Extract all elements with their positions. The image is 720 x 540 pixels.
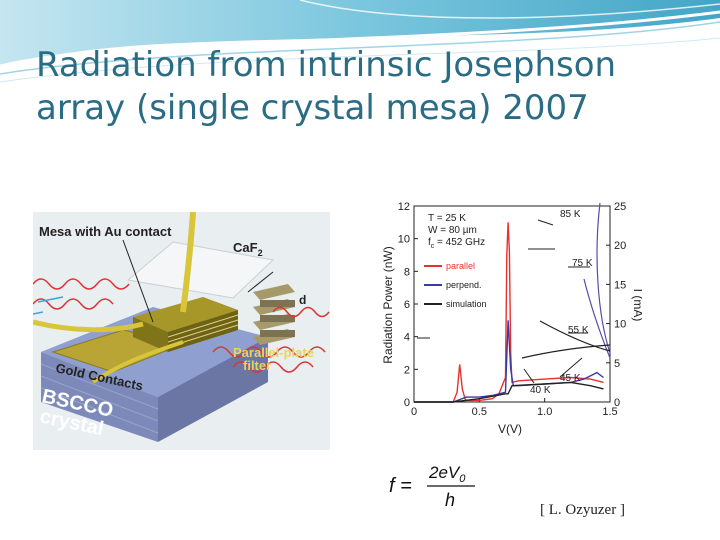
frequency-formula: f = 2eV0 h bbox=[385, 455, 480, 513]
y-tick-label: 0 bbox=[404, 397, 410, 409]
y-ticks: 0 2 4 6 8 10 12 bbox=[398, 201, 418, 409]
y-axis-label: Radiation Power (nW) bbox=[381, 246, 395, 363]
y2-axis-label: I (mA) bbox=[631, 289, 642, 322]
x-tick-label: 0.5 bbox=[472, 406, 487, 418]
param-width: W = 80 µm bbox=[428, 225, 477, 236]
slide-title: Radiation from intrinsic Josephson array… bbox=[36, 44, 696, 130]
y2-tick-label: 10 bbox=[614, 319, 626, 331]
temp-label-75k: 75 K bbox=[572, 258, 593, 269]
formula-lhs: f = bbox=[389, 475, 412, 497]
series-line-simulation bbox=[414, 381, 604, 403]
x-tick-label: 1.0 bbox=[537, 406, 552, 418]
y2-tick-label: 5 bbox=[614, 358, 620, 370]
x-axis-label: V(V) bbox=[498, 422, 522, 436]
y-tick-label: 6 bbox=[404, 299, 410, 311]
y2-tick-label: 20 bbox=[614, 240, 626, 252]
param-fc: fc = 452 GHz bbox=[428, 237, 485, 250]
chart-legend: parallel perpend. simulation bbox=[424, 261, 487, 309]
temp-label-85k: 85 K bbox=[560, 209, 581, 220]
y-tick-label: 12 bbox=[398, 201, 410, 213]
y-tick-label: 2 bbox=[404, 364, 410, 376]
legend-perpend: perpend. bbox=[446, 280, 482, 290]
legend-parallel: parallel bbox=[446, 261, 475, 271]
mesa-schematic-figure: Mesa with Au contact CaF2 d Parallel-pla… bbox=[33, 212, 330, 450]
radiation-chart-figure: 0 2 4 6 8 10 12 0 5 10 15 20 25 0 0.5 1.0 1.5 Radiatio… bbox=[372, 193, 645, 441]
label-caf2: CaF2 bbox=[233, 240, 263, 258]
label-mesa: Mesa with Au contact bbox=[39, 224, 172, 239]
formula-numerator: 2eV0 bbox=[428, 463, 466, 485]
y2-tick-label: 0 bbox=[614, 397, 620, 409]
series-line-perpend bbox=[414, 320, 604, 403]
mesa-schematic-svg: Mesa with Au contact CaF2 d Parallel-pla… bbox=[33, 212, 330, 450]
y-tick-label: 4 bbox=[404, 332, 410, 344]
x-tick-label: 1.5 bbox=[602, 406, 617, 418]
y2-tick-label: 15 bbox=[614, 279, 626, 291]
temp-label-45k: 45 K bbox=[560, 373, 581, 384]
y-tick-label: 10 bbox=[398, 234, 410, 246]
temp-label-55k: 55 K bbox=[568, 325, 589, 336]
legend-simulation: simulation bbox=[446, 299, 487, 309]
label-d: d bbox=[299, 293, 306, 307]
iv-curves bbox=[521, 202, 611, 359]
label-filter-line1: Parallel-plate bbox=[233, 345, 314, 360]
y-tick-label: 8 bbox=[404, 266, 410, 278]
x-tick-label: 0 bbox=[411, 406, 417, 418]
formula-denominator: h bbox=[445, 490, 455, 510]
citation: [ L. Ozyuzer ] bbox=[540, 502, 625, 518]
title-line-1: Radiation from intrinsic Josephson bbox=[36, 45, 617, 85]
radiation-chart: 0 2 4 6 8 10 12 0 5 10 15 20 25 0 0.5 1.0 1.5 Radiatio… bbox=[381, 201, 645, 436]
chart-arrows bbox=[417, 219, 590, 384]
title-line-2: array (single crystal mesa) 2007 bbox=[36, 88, 589, 128]
label-filter-line2: filter bbox=[243, 358, 271, 373]
x-ticks: 0 0.5 1.0 1.5 bbox=[411, 398, 618, 418]
temp-label-40k: 40 K bbox=[530, 385, 551, 396]
y2-tick-label: 25 bbox=[614, 201, 626, 213]
param-temperature: T = 25 K bbox=[428, 213, 466, 224]
y2-ticks: 0 5 10 15 20 25 bbox=[606, 201, 626, 409]
header-banner bbox=[0, 0, 720, 83]
formula-svg: f = 2eV0 h bbox=[389, 463, 475, 510]
